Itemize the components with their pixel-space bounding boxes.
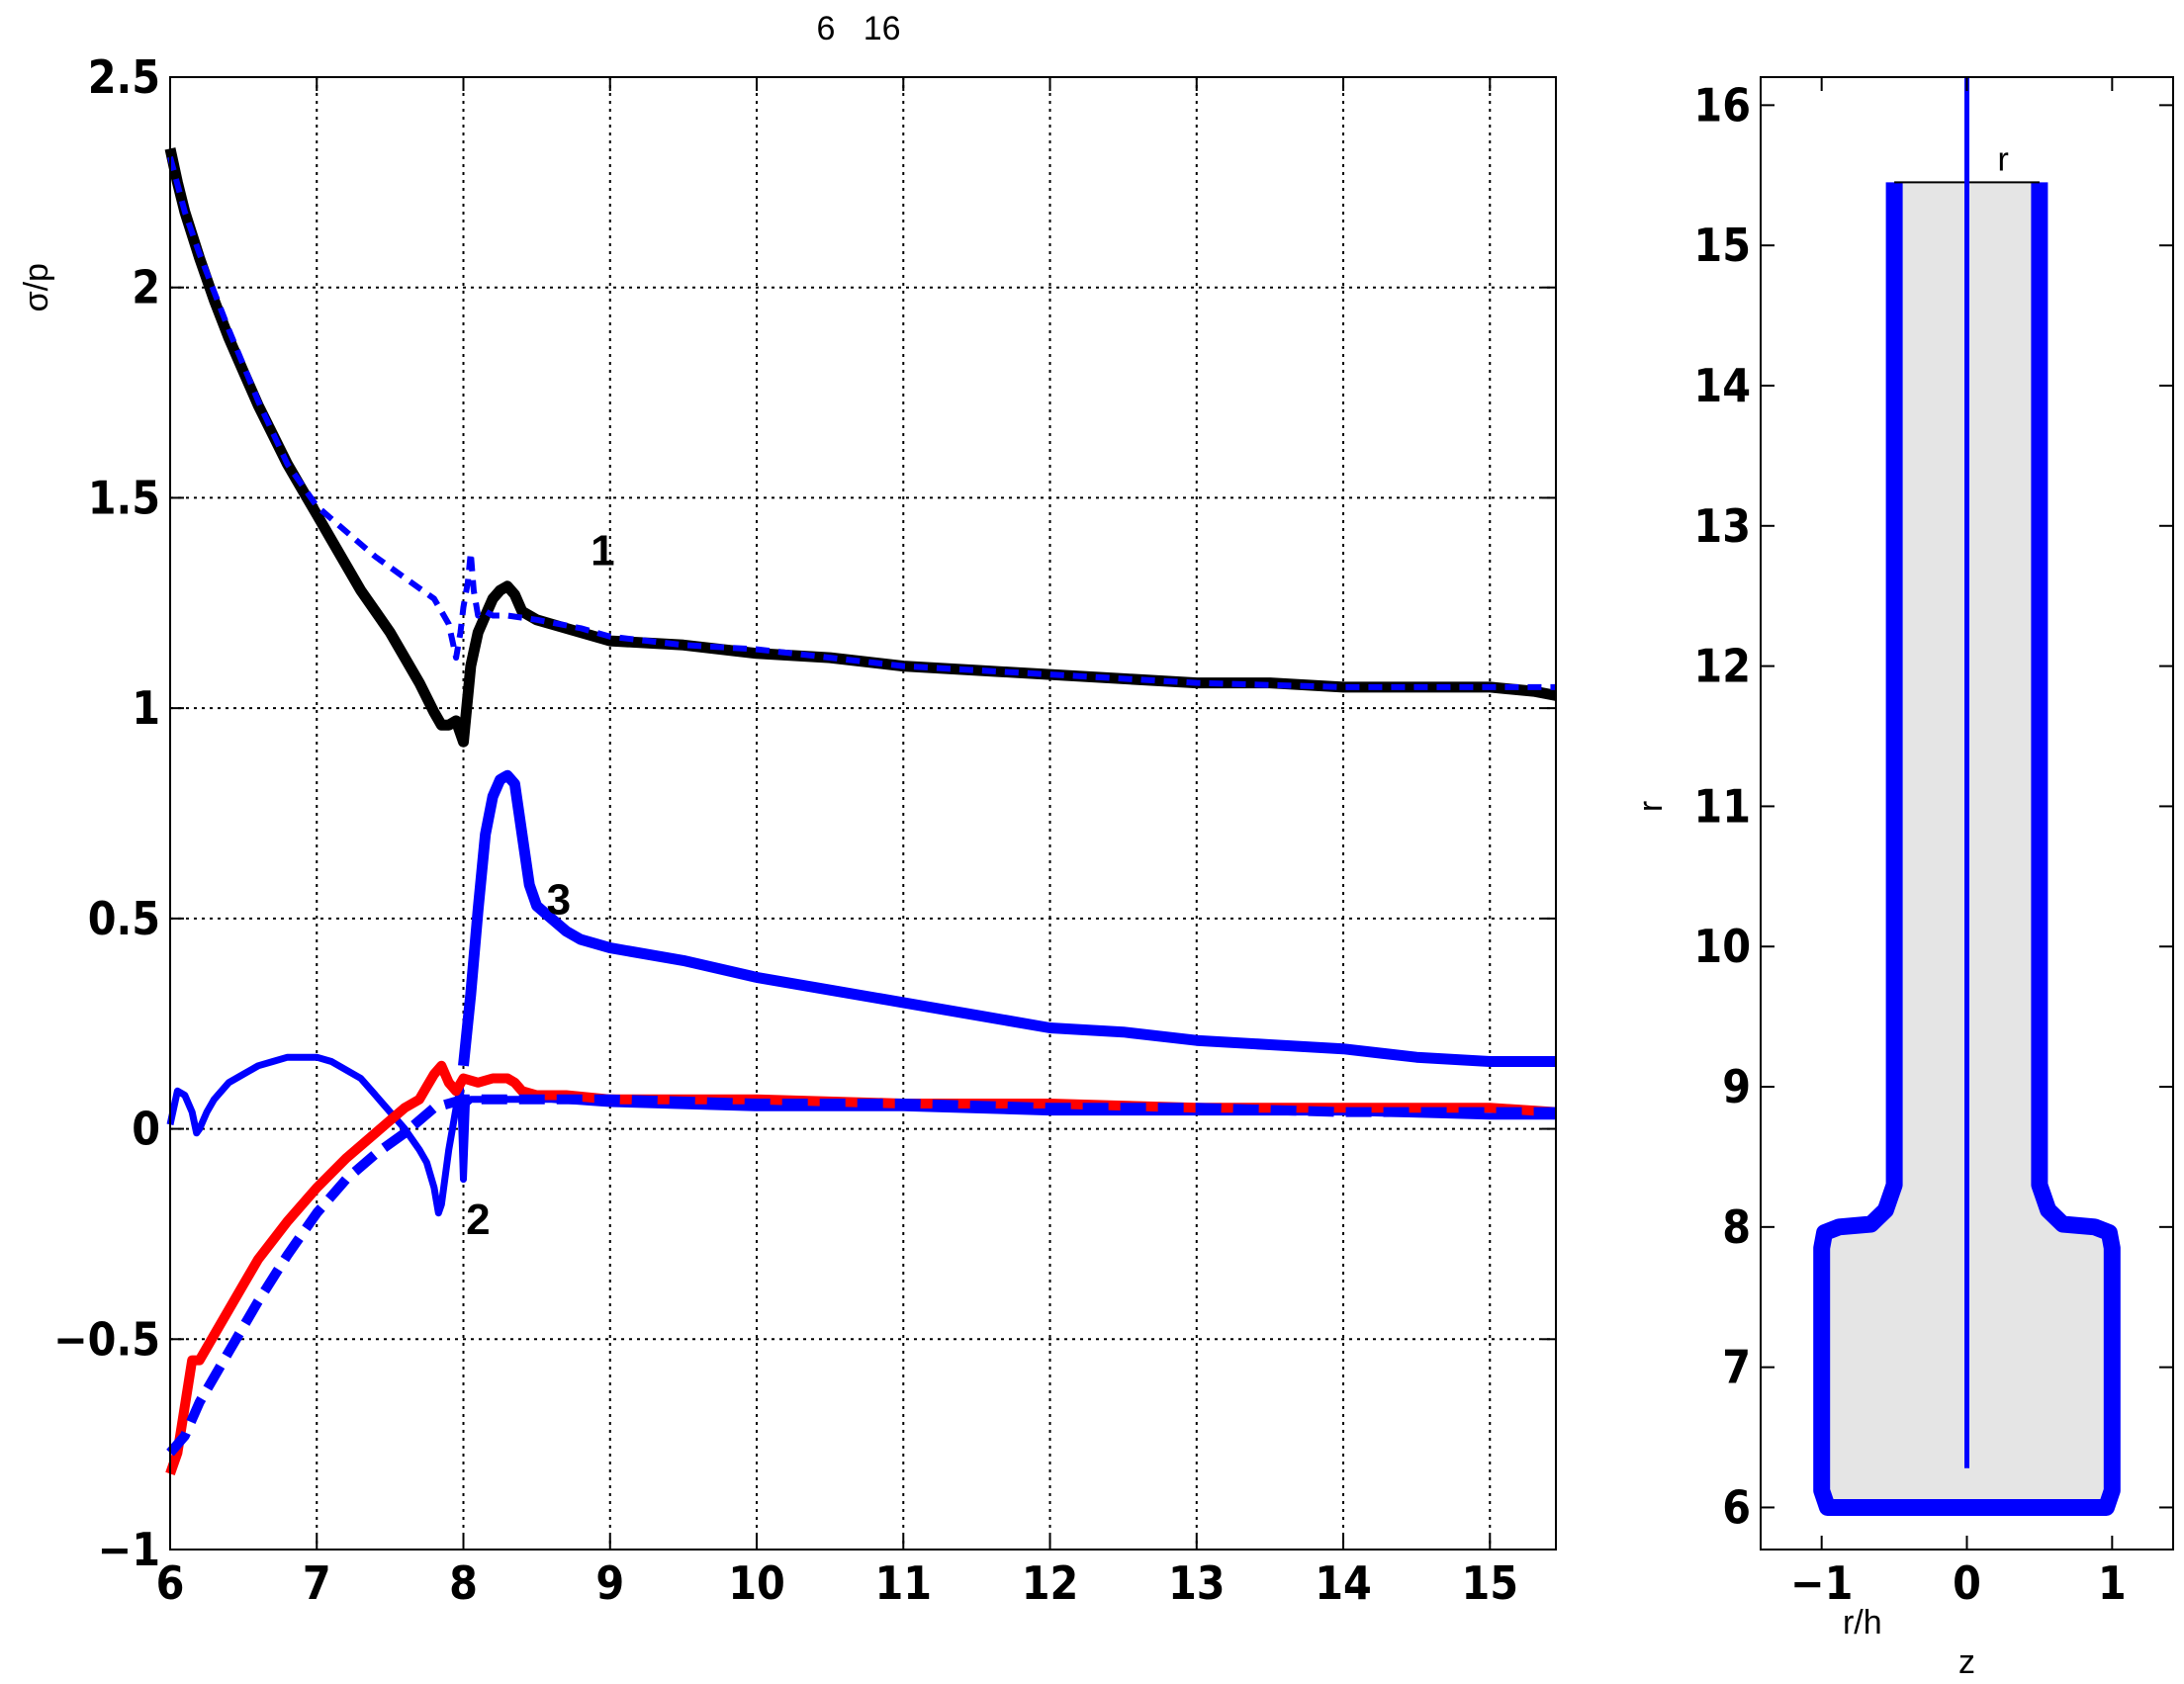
y-tick-label: −1 <box>98 1523 160 1576</box>
main-ticks <box>169 76 1556 1551</box>
profile-ticks <box>1761 77 2173 1550</box>
curve-label-1: 1 <box>591 526 614 575</box>
y-tick-label: 2.5 <box>88 50 160 104</box>
profile-shape <box>1813 77 2121 1516</box>
series-line-6 <box>166 1094 1556 1457</box>
x-tick-label: 8 <box>449 1556 478 1610</box>
profile-y-tick-label: 8 <box>1722 1200 1751 1254</box>
x-tick-label: 14 <box>1315 1556 1372 1610</box>
y-tick-label: 0.5 <box>88 892 160 945</box>
profile-y-tick-label: 12 <box>1693 640 1751 693</box>
series-line-1 <box>164 147 1558 748</box>
x-tick-label: 9 <box>595 1556 624 1610</box>
x-tick-label: 12 <box>1022 1556 1079 1610</box>
y-tick-label: 1.5 <box>88 471 160 524</box>
y-tick-label: −0.5 <box>53 1312 160 1366</box>
profile-y-tick-label: 11 <box>1693 779 1751 833</box>
profile-y-tick-label: 15 <box>1693 219 1751 272</box>
main-series-group <box>164 147 1558 1476</box>
y-tick-label: 2 <box>132 261 160 314</box>
x-tick-label: 13 <box>1168 1556 1226 1610</box>
profile-x-inset-label: r/h <box>1843 1604 1882 1641</box>
profile-y-tick-label: 6 <box>1722 1480 1751 1534</box>
profile-plot: −1 0 1 16 15 14 13 12 11 10 9 8 7 6 r z r/h r <box>1632 76 2174 1681</box>
profile-y-tick-label: 7 <box>1722 1341 1751 1394</box>
profile-y-tick-labels: 16 15 14 13 12 11 10 9 8 7 6 <box>1693 78 1751 1534</box>
profile-x-tick-label: 1 <box>2098 1556 2127 1610</box>
series-line-5 <box>165 1060 1557 1476</box>
profile-y-axis-label: r <box>1632 801 1670 812</box>
main-x-tick-labels: 6 7 8 9 10 11 12 13 14 15 <box>156 1556 1518 1610</box>
profile-y-tick-label: 9 <box>1722 1060 1751 1113</box>
curve-label-2: 2 <box>466 1196 490 1244</box>
x-tick-label: 6 <box>156 1556 185 1610</box>
y-tick-label: 0 <box>132 1103 160 1156</box>
profile-top-label: r <box>1998 140 2009 178</box>
profile-x-tick-labels: −1 0 1 <box>1790 1556 2127 1610</box>
main-y-tick-labels: 2.5 2 1.5 1 0.5 0 −0.5 −1 <box>53 50 160 1576</box>
profile-y-tick-label: 14 <box>1693 359 1751 412</box>
profile-y-tick-label: 10 <box>1693 920 1751 973</box>
series-line-3 <box>458 769 1556 1067</box>
x-tick-label: 11 <box>874 1556 932 1610</box>
profile-x-axis-label: z <box>1958 1643 1975 1681</box>
main-curve-labels: 1 3 2 <box>466 526 615 1243</box>
x-tick-label: 7 <box>303 1556 331 1610</box>
profile-x-tick-label: −1 <box>1790 1556 1853 1610</box>
profile-y-tick-label: 13 <box>1693 499 1751 553</box>
main-plot-frame <box>169 76 1557 1551</box>
x-tick-label: 10 <box>728 1556 785 1610</box>
series-line-2 <box>167 156 1556 690</box>
x-tick-label: 15 <box>1461 1556 1518 1610</box>
curve-label-3: 3 <box>547 876 571 925</box>
profile-x-tick-label: 0 <box>1953 1556 1981 1610</box>
figure-title: 6 16 <box>816 10 900 47</box>
main-plot: 6 7 8 9 10 11 12 13 14 15 2.521.510.50−0.5−1 132 … <box>18 50 1558 1610</box>
main-grid <box>170 77 1556 1550</box>
y-tick-label: 1 <box>132 681 160 735</box>
profile-y-tick-label: 16 <box>1693 78 1751 132</box>
profile-outline <box>1813 182 2121 1516</box>
main-y-axis-label: σ/p <box>18 263 55 311</box>
